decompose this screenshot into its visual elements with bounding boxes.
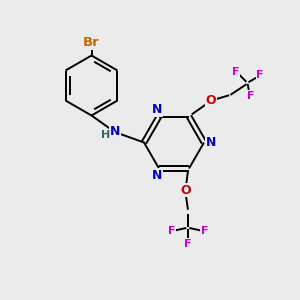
- Text: N: N: [206, 136, 216, 149]
- Text: F: F: [200, 226, 208, 236]
- Text: O: O: [180, 184, 191, 196]
- Text: F: F: [256, 70, 264, 80]
- Text: O: O: [205, 94, 216, 107]
- Text: H: H: [100, 130, 110, 140]
- Text: F: F: [247, 91, 254, 100]
- Text: N: N: [152, 169, 163, 182]
- Text: N: N: [110, 125, 120, 139]
- Text: N: N: [152, 103, 163, 116]
- Text: F: F: [232, 67, 240, 76]
- Text: Br: Br: [83, 36, 100, 50]
- Text: F: F: [184, 239, 191, 249]
- Text: F: F: [168, 226, 175, 236]
